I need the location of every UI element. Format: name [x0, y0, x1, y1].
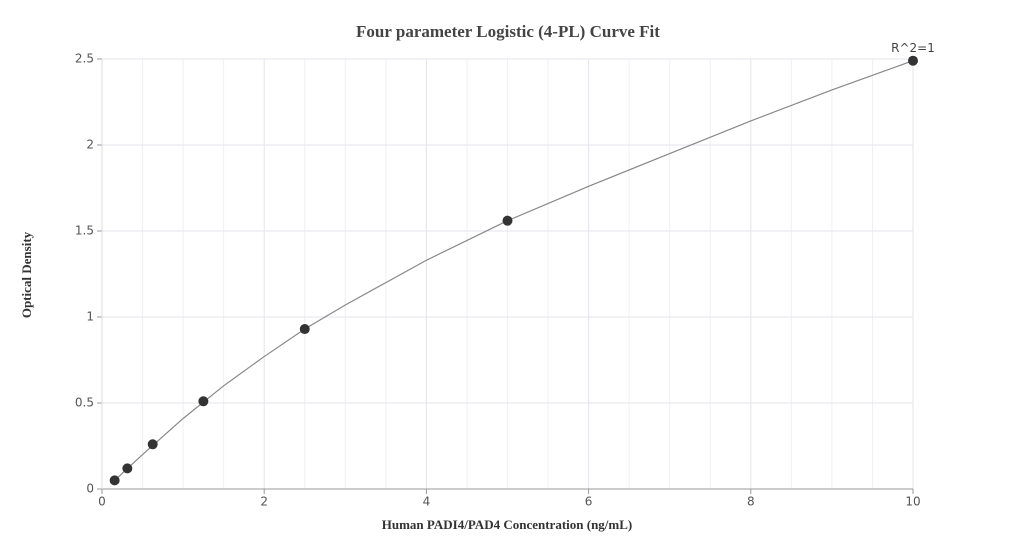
- chart-title: Four parameter Logistic (4-PL) Curve Fit: [356, 22, 660, 41]
- y-tick-label: 1: [86, 310, 94, 324]
- data-point: [299, 324, 310, 335]
- y-tick-label: 0: [86, 482, 94, 496]
- data-point: [147, 439, 158, 450]
- x-tick-label: 6: [585, 495, 593, 509]
- x-tick-label: 10: [905, 495, 920, 509]
- data-point: [908, 55, 918, 66]
- data-point: [502, 215, 513, 226]
- x-tick-label: 0: [98, 495, 106, 509]
- annotation: R^2=1: [891, 41, 935, 55]
- y-tick-label: 0.5: [75, 396, 94, 410]
- y-tick-label: 2.5: [75, 52, 94, 66]
- y-axis-label: Optical Density: [19, 231, 34, 318]
- y-tick-label: 1.5: [75, 224, 94, 238]
- x-tick-label: 4: [423, 495, 431, 509]
- data-point: [122, 463, 133, 474]
- data-point: [109, 475, 120, 486]
- fit-curve: [114, 60, 914, 481]
- y-tick-label: 2: [86, 138, 94, 152]
- data-point: [198, 396, 209, 407]
- x-tick-label: 8: [747, 495, 755, 509]
- x-axis-label: Human PADI4/PAD4 Concentration (ng/mL): [382, 517, 633, 532]
- x-tick-label: 2: [260, 495, 268, 509]
